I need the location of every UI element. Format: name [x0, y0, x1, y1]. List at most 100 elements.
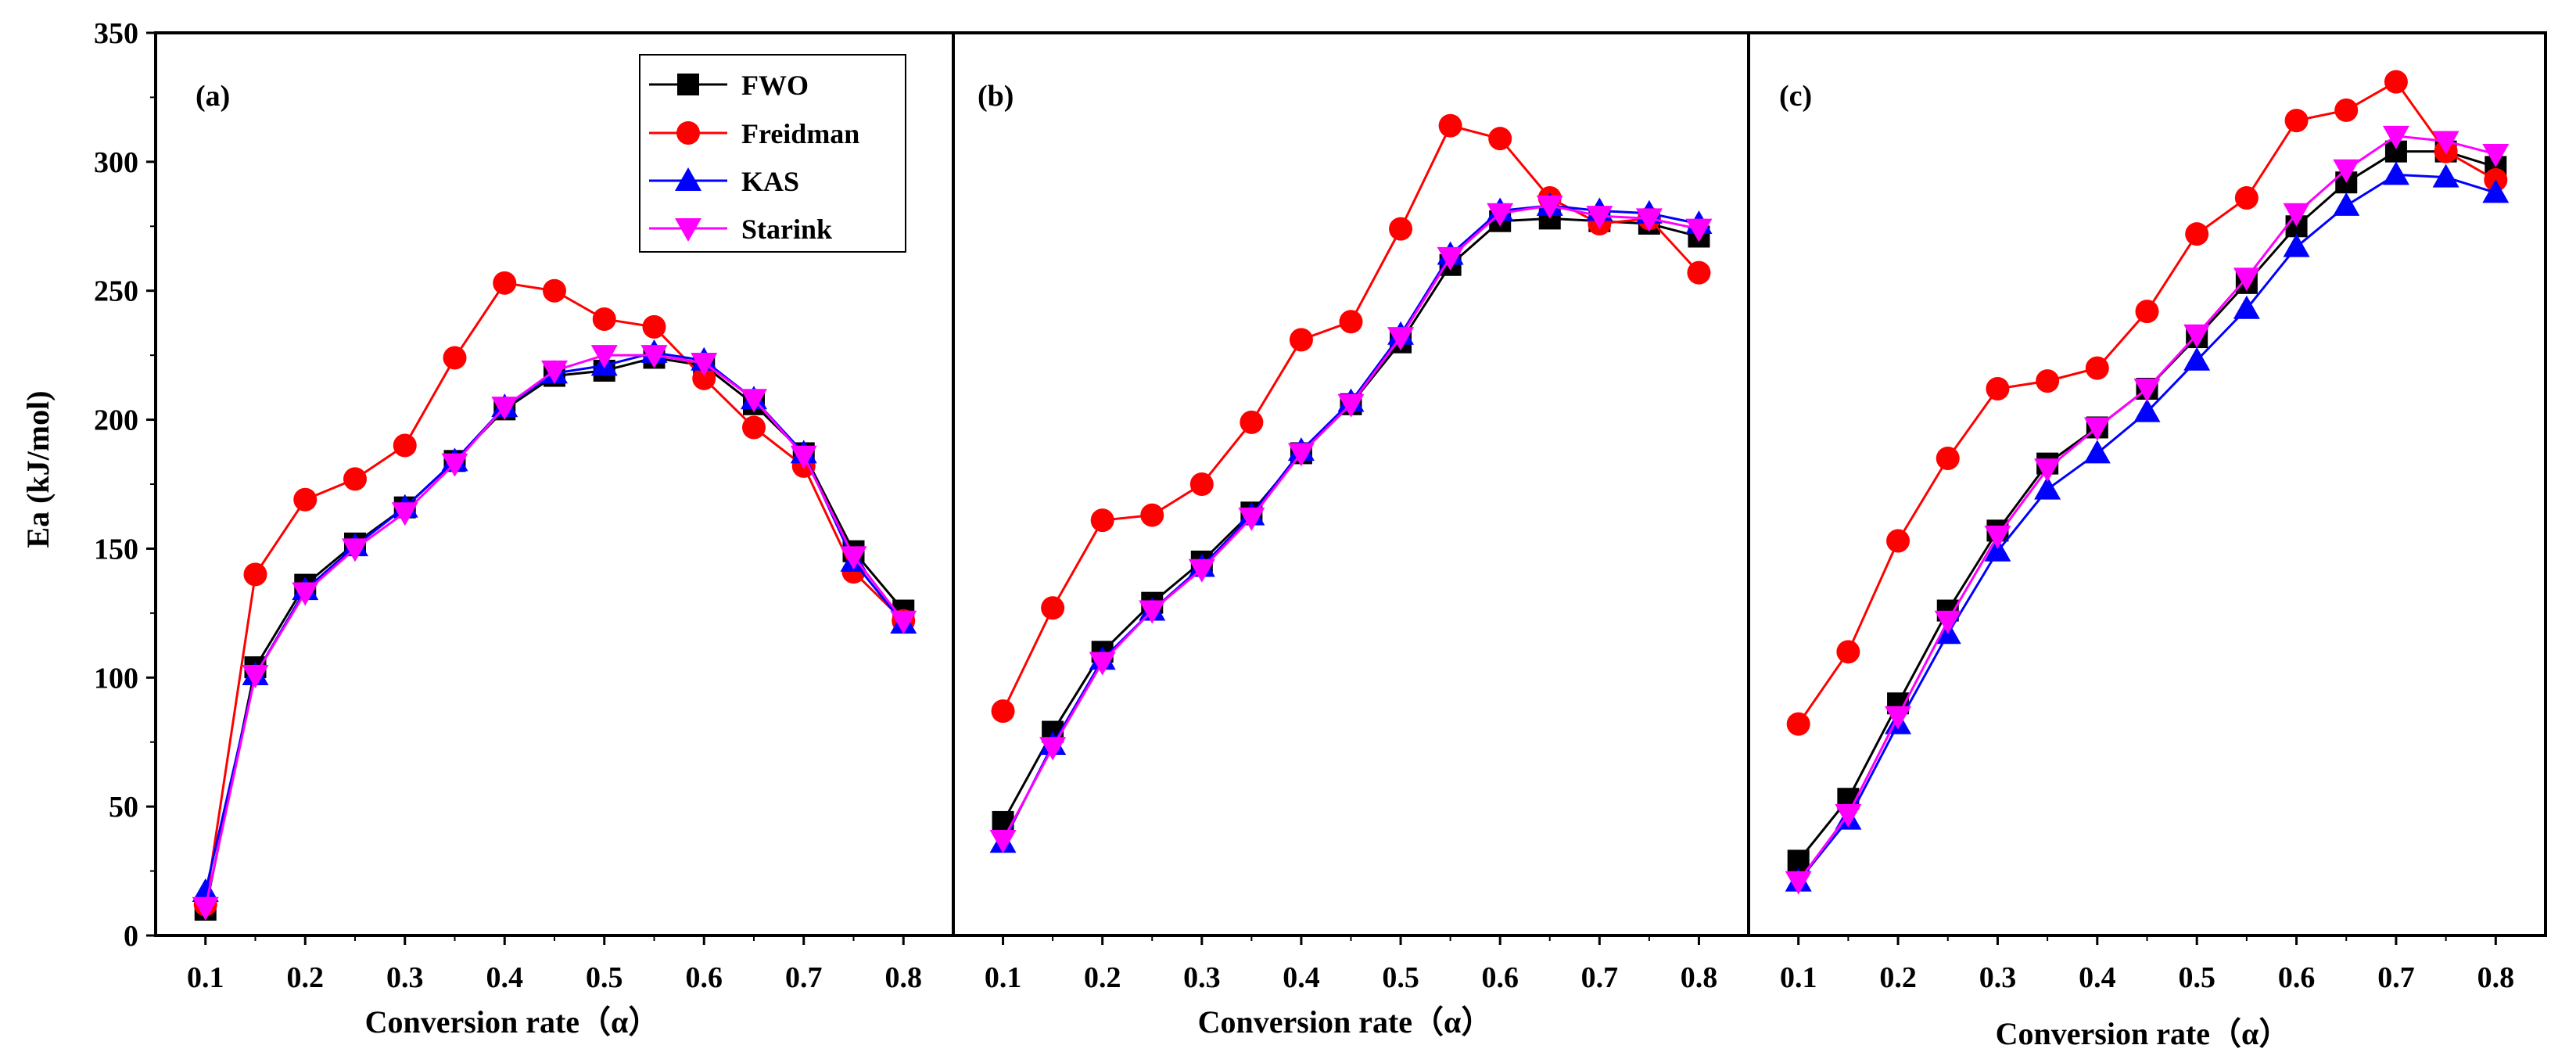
data-point-1-starink-7 — [1337, 393, 1365, 418]
data-point-2-fwo-0 — [1787, 849, 1810, 872]
data-point-1-starink-2 — [1089, 652, 1116, 676]
data-point-2-kas-8 — [2183, 347, 2211, 371]
x-tick-label-0-3: 0.4 — [486, 961, 524, 994]
data-point-0-freidman-8 — [592, 307, 616, 331]
x-tick-label-1-4: 0.5 — [1382, 961, 1419, 994]
x-tick-label-2-6: 0.7 — [2377, 961, 2415, 994]
data-point-1-freidman-4 — [1189, 472, 1214, 496]
data-point-2-freidman-8 — [2185, 222, 2209, 246]
data-point-0-starink-11 — [741, 389, 767, 413]
series-line-2-starink — [1797, 135, 2496, 882]
series-line-0-starink — [204, 354, 905, 908]
data-point-2-starink-14 — [2482, 143, 2510, 167]
data-point-1-starink-12 — [1586, 206, 1613, 230]
legend-symbols — [649, 74, 727, 242]
data-point-1-freidman-2 — [1090, 508, 1114, 533]
x-axis-title-b: Conversion rate（α） — [1198, 1004, 1493, 1040]
data-point-1-freidman-3 — [1140, 503, 1164, 527]
data-point-1-freidman-8 — [1389, 217, 1413, 241]
data-point-1-starink-8 — [1387, 327, 1415, 351]
legend-label-starink: Starink — [741, 214, 832, 245]
data-point-0-starink-7 — [541, 360, 568, 384]
data-point-2-starink-11 — [2333, 159, 2360, 183]
data-point-0-freidman-5 — [443, 346, 467, 370]
data-point-2-starink-1 — [1835, 804, 1862, 828]
data-point-1-starink-1 — [1039, 737, 1067, 761]
data-point-1-starink-10 — [1487, 203, 1514, 227]
data-point-1-freidman-5 — [1240, 410, 1264, 434]
data-point-2-freidman-1 — [1836, 640, 1860, 664]
data-point-0-freidman-3 — [343, 467, 367, 491]
data-point-0-starink-5 — [441, 453, 468, 477]
y-tick-label-0: 0 — [124, 920, 138, 953]
data-point-2-freidman-10 — [2284, 109, 2309, 133]
data-point-1-starink-5 — [1238, 507, 1265, 531]
legend-marker-fwo — [677, 74, 699, 95]
x-tick-label-0-6: 0.7 — [785, 961, 823, 994]
data-point-0-starink-10 — [691, 353, 718, 377]
data-point-2-freidman-7 — [2135, 300, 2159, 324]
x-tick-label-0-4: 0.5 — [586, 961, 623, 994]
data-point-1-freidman-1 — [1041, 596, 1065, 620]
data-point-2-kas-5 — [2034, 476, 2061, 500]
data-point-0-starink-12 — [790, 445, 817, 469]
data-point-2-starink-12 — [2382, 125, 2409, 149]
data-point-2-starink-9 — [2233, 268, 2260, 292]
series-line-0-kas — [204, 351, 905, 892]
data-point-1-freidman-10 — [1488, 127, 1512, 151]
x-tick-label-2-1: 0.2 — [1879, 961, 1917, 994]
data-point-2-kas-4 — [1984, 537, 2011, 562]
y-tick-label-2: 100 — [94, 662, 138, 695]
data-point-2-kas-7 — [2133, 398, 2161, 422]
data-point-0-kas-0 — [192, 878, 219, 902]
data-point-1-freidman-9 — [1438, 113, 1462, 138]
data-point-2-kas-13 — [2432, 163, 2459, 188]
data-point-0-starink-9 — [640, 345, 668, 369]
legend: FWO Freidman KAS Starink — [639, 54, 906, 253]
x-tick-label-1-1: 0.2 — [1084, 961, 1121, 994]
data-point-2-freidman-9 — [2234, 186, 2258, 210]
x-tick-label-0-5: 0.6 — [686, 961, 723, 994]
data-point-1-starink-9 — [1437, 246, 1464, 271]
x-tick-label-0-7: 0.8 — [885, 961, 923, 994]
data-point-1-starink-14 — [1685, 218, 1713, 242]
data-point-0-starink-8 — [590, 345, 618, 369]
panel-label-c: (c) — [1779, 80, 1812, 113]
legend-marker-starink — [675, 218, 701, 242]
x-tick-label-0-0: 0.1 — [187, 961, 224, 994]
x-tick-label-1-2: 0.3 — [1183, 961, 1221, 994]
data-point-2-starink-2 — [1885, 706, 1912, 730]
legend-label-fwo: FWO — [741, 70, 809, 101]
data-point-2-starink-6 — [2083, 417, 2111, 441]
y-tick-label-7: 350 — [94, 17, 138, 50]
x-tick-label-2-4: 0.5 — [2178, 961, 2215, 994]
data-point-0-starink-2 — [292, 582, 319, 606]
x-tick-label-1-3: 0.4 — [1283, 961, 1320, 994]
x-tick-label-1-5: 0.6 — [1481, 961, 1519, 994]
data-point-0-freidman-2 — [293, 487, 318, 512]
data-point-2-kas-9 — [2233, 295, 2260, 319]
data-point-2-kas-6 — [2083, 440, 2111, 464]
data-point-2-kas-10 — [2283, 233, 2310, 257]
x-tick-label-1-0: 0.1 — [985, 961, 1022, 994]
legend-marker-freidman — [676, 121, 700, 145]
data-point-2-starink-5 — [2034, 458, 2061, 483]
x-tick-label-2-0: 0.1 — [1780, 961, 1817, 994]
data-point-2-freidman-12 — [2384, 70, 2408, 94]
legend-label-freidman: Freidman — [741, 118, 859, 149]
panel-frame-2 — [1747, 31, 2547, 937]
x-tick-label-1-7: 0.8 — [1681, 961, 1718, 994]
data-point-2-starink-8 — [2183, 324, 2211, 348]
data-point-1-starink-0 — [989, 830, 1017, 854]
data-point-2-kas-11 — [2333, 192, 2360, 216]
legend-marker-kas — [675, 167, 701, 191]
data-point-1-starink-3 — [1139, 600, 1166, 624]
data-point-1-starink-6 — [1287, 443, 1315, 467]
x-tick-label-2-3: 0.4 — [2079, 961, 2116, 994]
data-point-2-freidman-6 — [2085, 356, 2109, 380]
data-point-2-starink-7 — [2133, 379, 2161, 403]
data-point-1-starink-13 — [1635, 208, 1663, 232]
series-line-0-fwo — [204, 356, 905, 910]
x-axis-title-c: Conversion rate（α） — [1996, 1016, 2291, 1051]
